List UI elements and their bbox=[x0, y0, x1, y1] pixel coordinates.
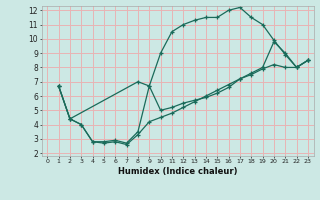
X-axis label: Humidex (Indice chaleur): Humidex (Indice chaleur) bbox=[118, 167, 237, 176]
